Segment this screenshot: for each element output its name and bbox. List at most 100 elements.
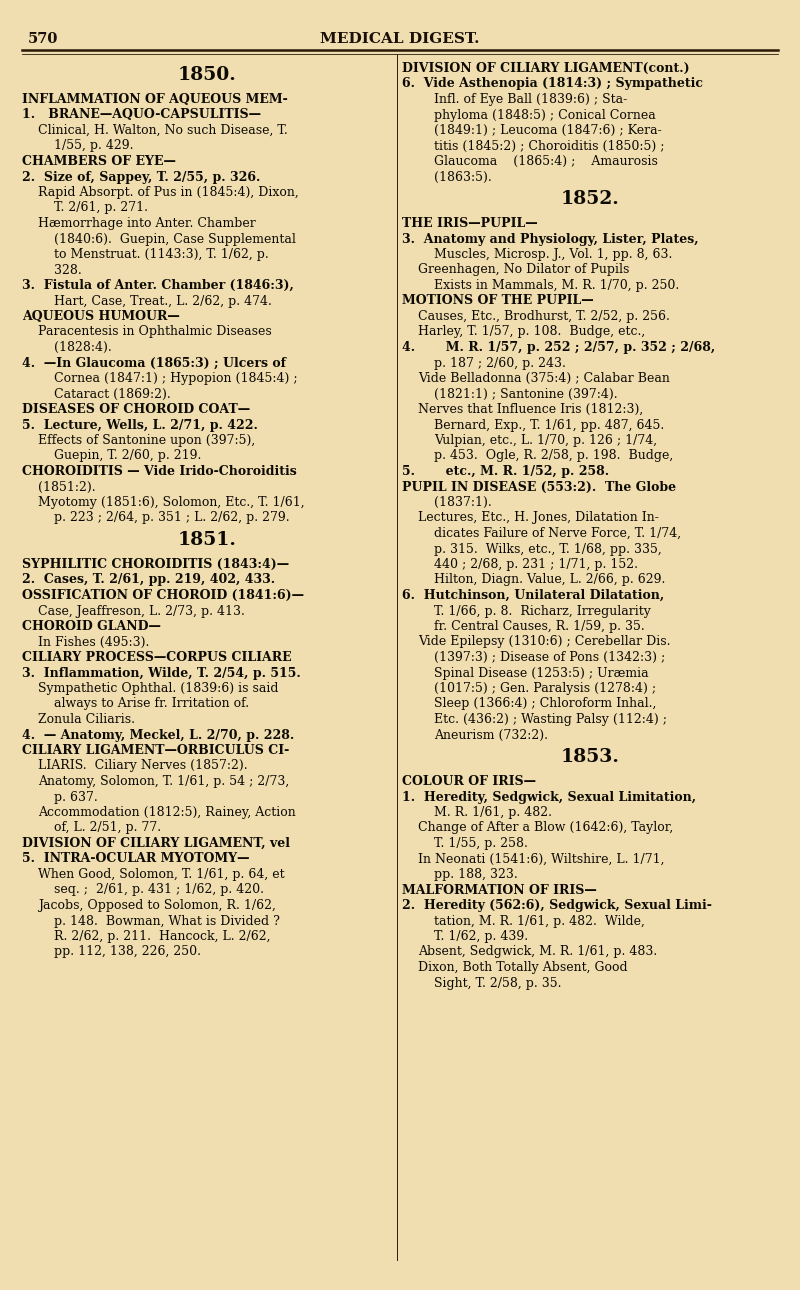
Text: dicates Failure of Nerve Force, T. 1/74,: dicates Failure of Nerve Force, T. 1/74, (434, 528, 681, 541)
Text: pp. 188, 323.: pp. 188, 323. (434, 868, 518, 881)
Text: AQUEOUS HUMOUR—: AQUEOUS HUMOUR— (22, 310, 180, 322)
Text: Effects of Santonine upon (397:5),: Effects of Santonine upon (397:5), (38, 433, 255, 448)
Text: 1853.: 1853. (561, 748, 619, 766)
Text: SYPHILITIC CHOROIDITIS (1843:4)—: SYPHILITIC CHOROIDITIS (1843:4)— (22, 559, 289, 571)
Text: (1828:4).: (1828:4). (54, 341, 112, 353)
Text: (1837:1).: (1837:1). (434, 495, 492, 510)
Text: LIARIS.  Ciliary Nerves (1857:2).: LIARIS. Ciliary Nerves (1857:2). (38, 760, 248, 773)
Text: 4.  — Anatomy, Meckel, L. 2/70, p. 228.: 4. — Anatomy, Meckel, L. 2/70, p. 228. (22, 729, 294, 742)
Text: INFLAMMATION OF AQUEOUS MEM-: INFLAMMATION OF AQUEOUS MEM- (22, 93, 288, 106)
Text: Jacobs, Opposed to Solomon, R. 1/62,: Jacobs, Opposed to Solomon, R. 1/62, (38, 899, 276, 912)
Text: CHAMBERS OF EYE—: CHAMBERS OF EYE— (22, 155, 176, 168)
Text: MALFORMATION OF IRIS—: MALFORMATION OF IRIS— (402, 884, 597, 897)
Text: 3.  Inflammation, Wilde, T. 2/54, p. 515.: 3. Inflammation, Wilde, T. 2/54, p. 515. (22, 667, 301, 680)
Text: Vide Epilepsy (1310:6) ; Cerebellar Dis.: Vide Epilepsy (1310:6) ; Cerebellar Dis. (418, 636, 670, 649)
Text: 5.  Lecture, Wells, L. 2/71, p. 422.: 5. Lecture, Wells, L. 2/71, p. 422. (22, 418, 258, 431)
Text: R. 2/62, p. 211.  Hancock, L. 2/62,: R. 2/62, p. 211. Hancock, L. 2/62, (54, 930, 270, 943)
Text: pp. 112, 138, 226, 250.: pp. 112, 138, 226, 250. (54, 946, 201, 958)
Text: Greenhagen, No Dilator of Pupils: Greenhagen, No Dilator of Pupils (418, 263, 630, 276)
Text: (1849:1) ; Leucoma (1847:6) ; Kera-: (1849:1) ; Leucoma (1847:6) ; Kera- (434, 124, 662, 137)
Text: CILIARY PROCESS—CORPUS CILIARE: CILIARY PROCESS—CORPUS CILIARE (22, 651, 292, 664)
Text: T. 1/66, p. 8.  Richarz, Irregularity: T. 1/66, p. 8. Richarz, Irregularity (434, 605, 651, 618)
Text: Exists in Mammals, M. R. 1/70, p. 250.: Exists in Mammals, M. R. 1/70, p. 250. (434, 279, 679, 292)
Text: seq. ;  2/61, p. 431 ; 1/62, p. 420.: seq. ; 2/61, p. 431 ; 1/62, p. 420. (54, 884, 264, 897)
Text: 3.  Fistula of Anter. Chamber (1846:3),: 3. Fistula of Anter. Chamber (1846:3), (22, 279, 294, 292)
Text: 5.       etc., M. R. 1/52, p. 258.: 5. etc., M. R. 1/52, p. 258. (402, 464, 609, 479)
Text: T. 1/62, p. 439.: T. 1/62, p. 439. (434, 930, 528, 943)
Text: Paracentesis in Ophthalmic Diseases: Paracentesis in Ophthalmic Diseases (38, 325, 272, 338)
Text: CHOROID GLAND—: CHOROID GLAND— (22, 620, 161, 633)
Text: of, L. 2/51, p. 77.: of, L. 2/51, p. 77. (54, 822, 161, 835)
Text: 5.  INTRA-OCULAR MYOTOMY—: 5. INTRA-OCULAR MYOTOMY— (22, 853, 250, 866)
Text: titis (1845:2) ; Choroiditis (1850:5) ;: titis (1845:2) ; Choroiditis (1850:5) ; (434, 139, 665, 152)
Text: Anatomy, Solomon, T. 1/61, p. 54 ; 2/73,: Anatomy, Solomon, T. 1/61, p. 54 ; 2/73, (38, 775, 290, 788)
Text: (1863:5).: (1863:5). (434, 170, 492, 183)
Text: 440 ; 2/68, p. 231 ; 1/71, p. 152.: 440 ; 2/68, p. 231 ; 1/71, p. 152. (434, 559, 638, 571)
Text: Change of After a Blow (1642:6), Taylor,: Change of After a Blow (1642:6), Taylor, (418, 822, 674, 835)
Text: Harley, T. 1/57, p. 108.  Budge, etc.,: Harley, T. 1/57, p. 108. Budge, etc., (418, 325, 646, 338)
Text: 1.   BRANE—AQUO-CAPSULITIS—: 1. BRANE—AQUO-CAPSULITIS— (22, 108, 261, 121)
Text: always to Arise fr. Irritation of.: always to Arise fr. Irritation of. (54, 698, 249, 711)
Text: Myotomy (1851:6), Solomon, Etc., T. 1/61,: Myotomy (1851:6), Solomon, Etc., T. 1/61… (38, 495, 305, 510)
Text: fr. Central Causes, R. 1/59, p. 35.: fr. Central Causes, R. 1/59, p. 35. (434, 620, 645, 633)
Text: Absent, Sedgwick, M. R. 1/61, p. 483.: Absent, Sedgwick, M. R. 1/61, p. 483. (418, 946, 658, 958)
Text: p. 637.: p. 637. (54, 791, 98, 804)
Text: 1852.: 1852. (561, 190, 619, 208)
Text: Accommodation (1812:5), Rainey, Action: Accommodation (1812:5), Rainey, Action (38, 806, 296, 819)
Text: 328.: 328. (54, 263, 82, 276)
Text: Spinal Disease (1253:5) ; Uræmia: Spinal Disease (1253:5) ; Uræmia (434, 667, 649, 680)
Text: p. 148.  Bowman, What is Divided ?: p. 148. Bowman, What is Divided ? (54, 915, 280, 928)
Text: T. 2/61, p. 271.: T. 2/61, p. 271. (54, 201, 148, 214)
Text: Vulpian, etc., L. 1/70, p. 126 ; 1/74,: Vulpian, etc., L. 1/70, p. 126 ; 1/74, (434, 433, 657, 448)
Text: 570: 570 (28, 32, 58, 46)
Text: p. 187 ; 2/60, p. 243.: p. 187 ; 2/60, p. 243. (434, 356, 566, 369)
Text: (1017:5) ; Gen. Paralysis (1278:4) ;: (1017:5) ; Gen. Paralysis (1278:4) ; (434, 682, 656, 695)
Text: p. 223 ; 2/64, p. 351 ; L. 2/62, p. 279.: p. 223 ; 2/64, p. 351 ; L. 2/62, p. 279. (54, 512, 290, 525)
Text: DIVISION OF CILIARY LIGAMENT(cont.): DIVISION OF CILIARY LIGAMENT(cont.) (402, 62, 690, 75)
Text: PUPIL IN DISEASE (553:2).  The Globe: PUPIL IN DISEASE (553:2). The Globe (402, 480, 676, 494)
Text: 6.  Hutchinson, Unilateral Dilatation,: 6. Hutchinson, Unilateral Dilatation, (402, 590, 664, 602)
Text: 4.       M. R. 1/57, p. 252 ; 2/57, p. 352 ; 2/68,: 4. M. R. 1/57, p. 252 ; 2/57, p. 352 ; 2… (402, 341, 715, 353)
Text: p. 453.  Ogle, R. 2/58, p. 198.  Budge,: p. 453. Ogle, R. 2/58, p. 198. Budge, (434, 449, 674, 463)
Text: 2.  Cases, T. 2/61, pp. 219, 402, 433.: 2. Cases, T. 2/61, pp. 219, 402, 433. (22, 574, 275, 587)
Text: Hæmorrhage into Anter. Chamber: Hæmorrhage into Anter. Chamber (38, 217, 256, 230)
Text: Bernard, Exp., T. 1/61, pp. 487, 645.: Bernard, Exp., T. 1/61, pp. 487, 645. (434, 418, 664, 431)
Text: Clinical, H. Walton, No such Disease, T.: Clinical, H. Walton, No such Disease, T. (38, 124, 288, 137)
Text: Muscles, Microsp. J., Vol. 1, pp. 8, 63.: Muscles, Microsp. J., Vol. 1, pp. 8, 63. (434, 248, 672, 261)
Text: When Good, Solomon, T. 1/61, p. 64, et: When Good, Solomon, T. 1/61, p. 64, et (38, 868, 285, 881)
Text: In Fishes (495:3).: In Fishes (495:3). (38, 636, 150, 649)
Text: tation, M. R. 1/61, p. 482.  Wilde,: tation, M. R. 1/61, p. 482. Wilde, (434, 915, 645, 928)
Text: Causes, Etc., Brodhurst, T. 2/52, p. 256.: Causes, Etc., Brodhurst, T. 2/52, p. 256… (418, 310, 670, 322)
Text: (1397:3) ; Disease of Pons (1342:3) ;: (1397:3) ; Disease of Pons (1342:3) ; (434, 651, 666, 664)
Text: Hilton, Diagn. Value, L. 2/66, p. 629.: Hilton, Diagn. Value, L. 2/66, p. 629. (434, 574, 666, 587)
Text: phyloma (1848:5) ; Conical Cornea: phyloma (1848:5) ; Conical Cornea (434, 108, 656, 121)
Text: Vide Belladonna (375:4) ; Calabar Bean: Vide Belladonna (375:4) ; Calabar Bean (418, 372, 670, 384)
Text: CHOROIDITIS — Vide Irido-Choroiditis: CHOROIDITIS — Vide Irido-Choroiditis (22, 464, 297, 479)
Text: MOTIONS OF THE PUPIL—: MOTIONS OF THE PUPIL— (402, 294, 594, 307)
Text: Sympathetic Ophthal. (1839:6) is said: Sympathetic Ophthal. (1839:6) is said (38, 682, 278, 695)
Text: Lectures, Etc., H. Jones, Dilatation In-: Lectures, Etc., H. Jones, Dilatation In- (418, 512, 659, 525)
Text: 1851.: 1851. (178, 531, 237, 550)
Text: 1/55, p. 429.: 1/55, p. 429. (54, 139, 134, 152)
Text: 1.  Heredity, Sedgwick, Sexual Limitation,: 1. Heredity, Sedgwick, Sexual Limitation… (402, 791, 696, 804)
Text: Cornea (1847:1) ; Hypopion (1845:4) ;: Cornea (1847:1) ; Hypopion (1845:4) ; (54, 372, 298, 384)
Text: OSSIFICATION OF CHOROID (1841:6)—: OSSIFICATION OF CHOROID (1841:6)— (22, 590, 304, 602)
Text: DISEASES OF CHOROID COAT—: DISEASES OF CHOROID COAT— (22, 402, 250, 415)
Text: Aneurism (732:2).: Aneurism (732:2). (434, 729, 548, 742)
Text: (1851:2).: (1851:2). (38, 480, 96, 494)
Text: Rapid Absorpt. of Pus in (1845:4), Dixon,: Rapid Absorpt. of Pus in (1845:4), Dixon… (38, 186, 298, 199)
Text: 3.  Anatomy and Physiology, Lister, Plates,: 3. Anatomy and Physiology, Lister, Plate… (402, 232, 698, 245)
Text: Zonula Ciliaris.: Zonula Ciliaris. (38, 713, 135, 726)
Text: Case, Jeaffreson, L. 2/73, p. 413.: Case, Jeaffreson, L. 2/73, p. 413. (38, 605, 245, 618)
Text: M. R. 1/61, p. 482.: M. R. 1/61, p. 482. (434, 806, 552, 819)
Text: In Neonati (1541:6), Wiltshire, L. 1/71,: In Neonati (1541:6), Wiltshire, L. 1/71, (418, 853, 665, 866)
Text: COLOUR OF IRIS—: COLOUR OF IRIS— (402, 775, 536, 788)
Text: 2.  Heredity (562:6), Sedgwick, Sexual Limi-: 2. Heredity (562:6), Sedgwick, Sexual Li… (402, 899, 712, 912)
Text: THE IRIS—PUPIL—: THE IRIS—PUPIL— (402, 217, 538, 230)
Text: 4.  —In Glaucoma (1865:3) ; Ulcers of: 4. —In Glaucoma (1865:3) ; Ulcers of (22, 356, 286, 369)
Text: CILIARY LIGAMENT—ORBICULUS CI-: CILIARY LIGAMENT—ORBICULUS CI- (22, 744, 290, 757)
Text: (1840:6).  Guepin, Case Supplemental: (1840:6). Guepin, Case Supplemental (54, 232, 296, 245)
Text: Glaucoma    (1865:4) ;    Amaurosis: Glaucoma (1865:4) ; Amaurosis (434, 155, 658, 168)
Text: Guepin, T. 2/60, p. 219.: Guepin, T. 2/60, p. 219. (54, 449, 202, 463)
Text: Etc. (436:2) ; Wasting Palsy (112:4) ;: Etc. (436:2) ; Wasting Palsy (112:4) ; (434, 713, 667, 726)
